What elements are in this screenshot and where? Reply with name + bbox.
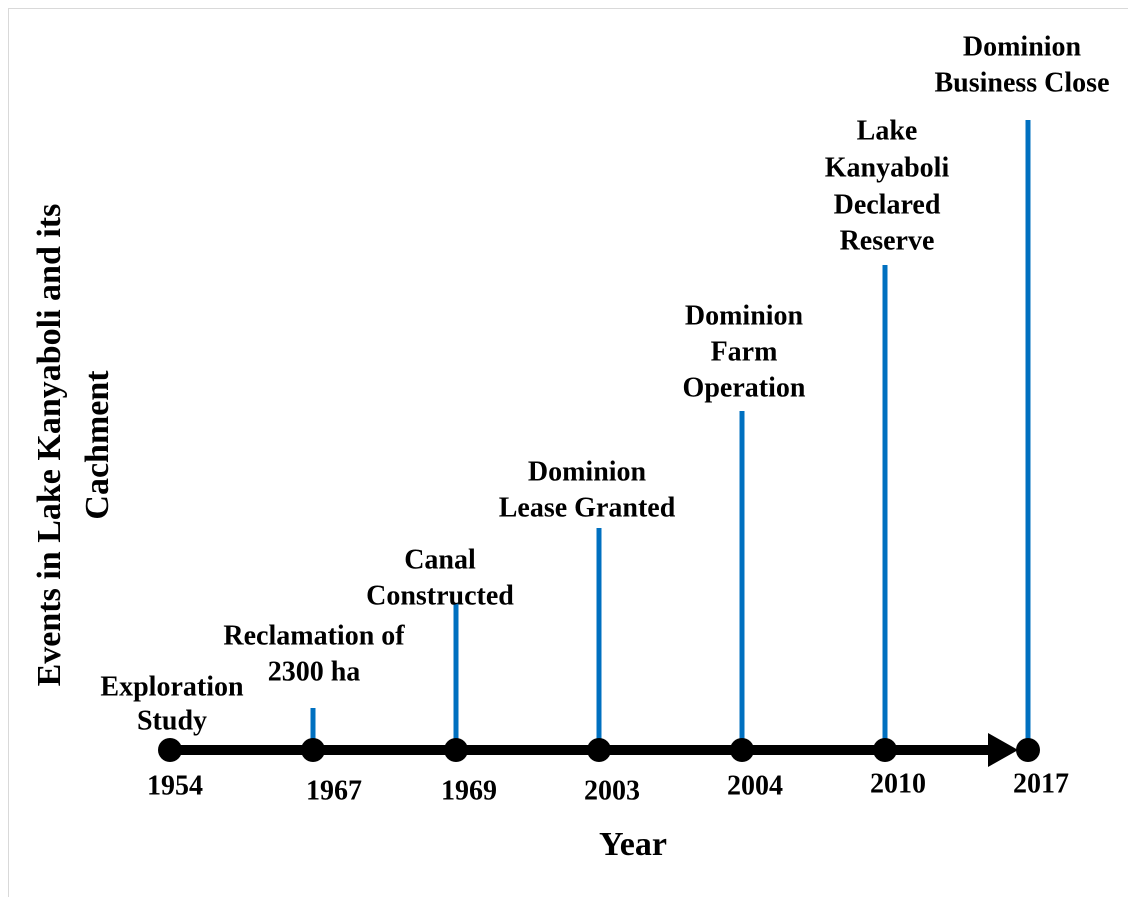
frame <box>8 8 1128 897</box>
event-label: Operation <box>683 372 806 403</box>
event-label: Reclamation of <box>223 620 405 651</box>
event-label: Exploration <box>100 671 244 702</box>
year-label: 1969 <box>441 775 497 806</box>
event-label: Dominion <box>963 31 1082 62</box>
y-axis-title: Events in Lake Kanyaboli and its <box>31 204 68 687</box>
event-dot <box>444 738 468 762</box>
arrowhead <box>988 733 1018 767</box>
year-label: 2003 <box>584 775 640 806</box>
event-dot <box>587 738 611 762</box>
event-label: Kanyaboli <box>825 152 950 183</box>
event-label: Lake <box>857 115 918 146</box>
event-label: Lease Granted <box>499 492 676 523</box>
year-label: 2017 <box>1013 768 1069 799</box>
event-label: Study <box>137 705 207 736</box>
event-dot <box>873 738 897 762</box>
event-dot <box>1016 738 1040 762</box>
event-label: Business Close <box>934 67 1109 98</box>
year-label: 2004 <box>727 770 783 801</box>
event-label: Canal <box>404 544 476 575</box>
year-label: 1954 <box>147 770 203 801</box>
event-label: Constructed <box>366 580 514 611</box>
year-label: 1967 <box>306 775 362 806</box>
year-label: 2010 <box>870 768 926 799</box>
event-label: 2300 ha <box>268 656 361 687</box>
event-dot <box>301 738 325 762</box>
event-dot <box>158 738 182 762</box>
event-label: Declared <box>834 189 941 220</box>
event-label: Reserve <box>840 225 935 256</box>
x-axis-title: Year <box>599 826 667 863</box>
event-label: Farm <box>711 336 778 367</box>
y-axis-title: Cachment <box>79 370 116 520</box>
event-label: Dominion <box>685 300 804 331</box>
event-dot <box>730 738 754 762</box>
event-label: Dominion <box>528 456 647 487</box>
